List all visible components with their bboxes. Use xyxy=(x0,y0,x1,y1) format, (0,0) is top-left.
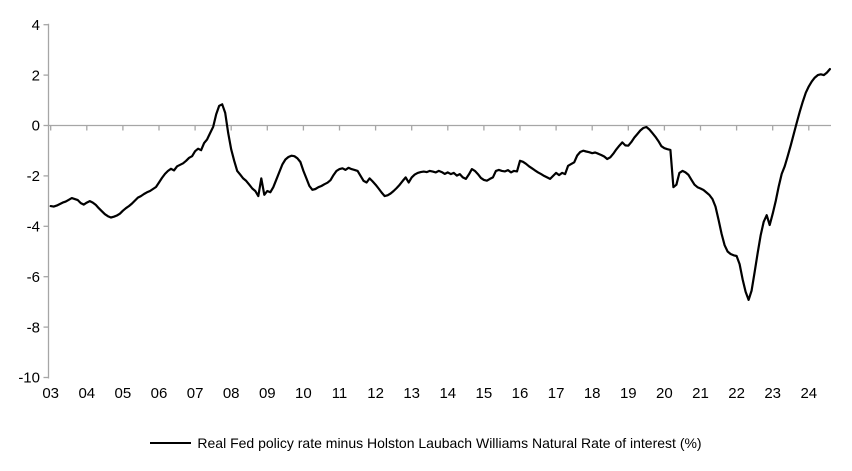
x-axis-tick-label: 17 xyxy=(548,385,565,402)
x-axis-tick-label: 15 xyxy=(476,385,493,402)
x-axis-tick-label: 11 xyxy=(332,385,348,402)
x-axis-tick-label: 21 xyxy=(692,385,709,402)
x-axis-tick-label: 03 xyxy=(42,385,59,402)
legend: Real Fed policy rate minus Holston Lauba… xyxy=(0,433,852,453)
x-axis-tick-label: 09 xyxy=(259,385,276,402)
data-series-line xyxy=(49,67,832,301)
y-axis-tick-label: 4 xyxy=(32,17,40,34)
x-axis-tick-label: 13 xyxy=(403,385,420,402)
x-axis-tick-label: 16 xyxy=(512,385,529,402)
x-axis-tick-label: 23 xyxy=(764,385,781,402)
y-axis-tick-label: -2 xyxy=(27,168,40,185)
x-axis-tick-label: 14 xyxy=(439,385,456,402)
x-axis-tick-label: 08 xyxy=(223,385,240,402)
x-axis-tick-label: 24 xyxy=(800,385,817,402)
y-axis-tick-label: 2 xyxy=(32,67,40,84)
x-axis-tick-label: 19 xyxy=(620,385,637,402)
x-axis-tick-label: 05 xyxy=(115,385,132,402)
x-axis-tick-label: 20 xyxy=(656,385,673,402)
x-axis-tick-label: 18 xyxy=(584,385,601,402)
y-axis-tick-label: -10 xyxy=(18,370,40,387)
x-axis-tick-label: 06 xyxy=(151,385,168,402)
x-axis-tick-label: 12 xyxy=(367,385,384,402)
legend-label: Real Fed policy rate minus Holston Lauba… xyxy=(197,435,702,451)
y-axis-tick-label: -6 xyxy=(27,269,40,286)
y-axis-tick-label: -4 xyxy=(27,219,40,236)
x-axis-tick-label: 22 xyxy=(728,385,745,402)
x-axis-tick-label: 04 xyxy=(78,385,95,402)
x-axis-tick-label: 10 xyxy=(295,385,312,402)
y-axis-tick-label: -8 xyxy=(27,319,40,336)
legend-line-sample xyxy=(150,442,192,444)
x-axis-tick-label: 07 xyxy=(187,385,204,402)
y-axis-tick-label: 0 xyxy=(32,118,40,135)
